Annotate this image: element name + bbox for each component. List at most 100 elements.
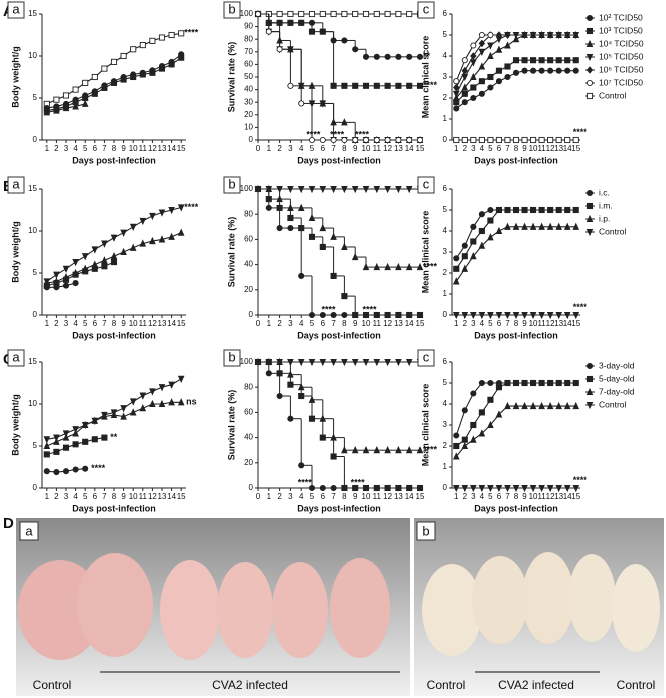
marker: [276, 392, 283, 400]
marker: [470, 223, 477, 230]
marker: [512, 484, 520, 493]
marker: [564, 67, 571, 74]
x-tick-label: 13: [394, 319, 403, 328]
marker: [564, 136, 571, 144]
marker: [139, 404, 147, 412]
x-tick-label: 12: [148, 144, 157, 153]
marker: [504, 73, 511, 81]
x-tick-label: 14: [563, 492, 572, 501]
legend-label: 5-day-old: [599, 373, 635, 383]
x-tick-label: 14: [167, 492, 176, 501]
marker: [564, 206, 571, 214]
marker: [406, 311, 413, 319]
x-tick-label: 2: [54, 319, 59, 328]
marker: [308, 10, 316, 18]
x-tick-label: 13: [394, 144, 403, 153]
marker: [178, 30, 185, 37]
marker: [308, 185, 316, 194]
annotation: ****: [573, 475, 588, 485]
marker: [461, 136, 468, 144]
marker: [373, 446, 381, 454]
marker: [521, 136, 528, 144]
annotation: ****: [573, 127, 588, 137]
marker: [416, 53, 424, 60]
marker: [62, 103, 70, 112]
legend-label: 10⁵ TCID50: [599, 51, 644, 61]
x-tick-label: 13: [158, 144, 167, 153]
x-tick-label: 11: [139, 144, 148, 153]
marker: [287, 203, 294, 211]
marker: [478, 90, 485, 97]
marker: [341, 311, 348, 319]
marker: [319, 243, 326, 251]
marker: [158, 399, 166, 408]
y-tick-label: 0: [443, 310, 448, 319]
marker: [461, 66, 468, 75]
x-axis-title: Days post-infection: [72, 330, 156, 340]
marker: [91, 246, 99, 254]
marker: [461, 253, 468, 260]
marker: [521, 206, 528, 214]
marker: [538, 57, 545, 64]
marker: [254, 10, 262, 18]
annotation: ****: [423, 445, 438, 455]
marker: [81, 253, 89, 261]
marker: [362, 446, 370, 454]
marker: [512, 379, 520, 387]
x-tick-label: 7: [102, 492, 107, 501]
y-tick-label: 4: [443, 51, 448, 60]
x-tick-label: 7: [331, 492, 336, 501]
marker: [62, 282, 70, 289]
marker: [101, 240, 108, 248]
marker: [53, 106, 60, 114]
marker: [72, 86, 79, 93]
x-tick-label: 9: [353, 144, 358, 153]
pup: [568, 554, 616, 642]
y-tick-label: 70: [244, 47, 253, 56]
marker: [298, 462, 305, 469]
marker: [538, 379, 545, 387]
marker: [538, 401, 545, 410]
marker: [352, 46, 359, 53]
x-tick-label: 10: [529, 319, 538, 328]
marker: [82, 465, 89, 472]
marker: [319, 434, 326, 441]
marker: [72, 441, 79, 448]
marker: [330, 453, 337, 460]
marker: [373, 53, 380, 60]
marker: [470, 311, 477, 320]
y-tick-label: 2: [443, 268, 448, 277]
series-line: [46, 282, 76, 288]
x-tick-label: 12: [546, 319, 555, 328]
marker: [265, 28, 272, 35]
legend-label: i.m.: [599, 200, 613, 210]
marker: [470, 484, 477, 493]
marker: [120, 412, 127, 420]
y-tick-label: 100: [240, 184, 254, 193]
marker: [452, 484, 460, 493]
marker: [530, 67, 537, 74]
marker: [373, 82, 380, 89]
marker: [470, 94, 477, 102]
panel-label: b: [228, 176, 235, 191]
x-axis-title: Days post-infection: [297, 330, 381, 340]
marker: [265, 357, 273, 366]
marker: [395, 136, 402, 144]
marker: [139, 42, 146, 49]
marker: [362, 262, 370, 271]
legend-marker: [586, 228, 594, 237]
marker: [563, 401, 571, 410]
x-tick-label: 4: [480, 319, 485, 328]
marker: [298, 100, 305, 107]
marker: [72, 259, 79, 267]
x-axis-title: Days post-infection: [474, 503, 558, 513]
x-tick-label: 7: [331, 144, 336, 153]
marker: [341, 446, 348, 454]
marker: [101, 256, 108, 264]
marker: [487, 420, 494, 429]
legend-marker: [586, 92, 594, 100]
x-tick-label: 8: [514, 492, 519, 501]
panel-box: [19, 521, 39, 541]
marker: [129, 408, 137, 416]
x-axis-title: Days post-infection: [72, 155, 156, 165]
